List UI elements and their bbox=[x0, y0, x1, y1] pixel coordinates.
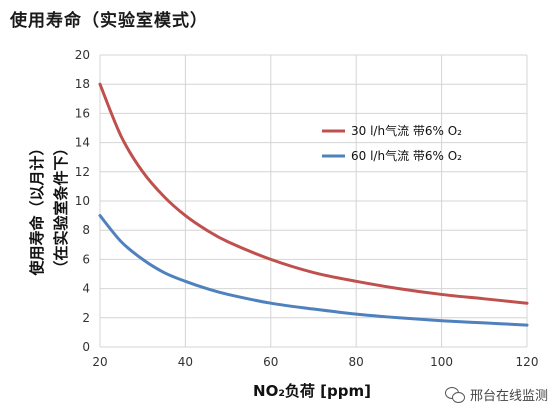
series-layer bbox=[98, 82, 529, 327]
series-line-1 bbox=[98, 82, 529, 305]
legend-label-1: 30 l/h气流 带6% O₂ bbox=[351, 123, 462, 138]
y-tick-label: 20 bbox=[75, 48, 90, 62]
x-tick-label: 100 bbox=[430, 355, 453, 369]
legend: 30 l/h气流 带6% O₂ 60 l/h气流 带6% O₂ bbox=[322, 123, 462, 163]
y-tick-label: 2 bbox=[82, 311, 90, 325]
y-tick-label: 10 bbox=[75, 194, 90, 208]
page-title: 使用寿命（实验室模式） bbox=[10, 11, 208, 31]
series-line-2 bbox=[98, 214, 529, 327]
y-tick-label: 14 bbox=[75, 136, 90, 150]
tick-labels: 0 2 4 6 8 10 12 14 16 18 20 20 40 60 80 100 120 bbox=[75, 48, 539, 369]
x-tick-label: 60 bbox=[263, 355, 278, 369]
x-tick-label: 120 bbox=[516, 355, 539, 369]
y-tick-label: 6 bbox=[82, 252, 90, 266]
grid-layer bbox=[99, 54, 528, 348]
y-tick-label: 8 bbox=[82, 223, 90, 237]
legend-label-2: 60 l/h气流 带6% O₂ bbox=[351, 148, 462, 163]
watermark-text: 邢台在线监测 bbox=[469, 389, 548, 404]
wechat-icon bbox=[444, 386, 465, 403]
y-tick-label: 4 bbox=[82, 282, 90, 296]
x-tick-label: 80 bbox=[349, 355, 364, 369]
y-tick-label: 0 bbox=[82, 340, 90, 354]
x-tick-label: 40 bbox=[178, 355, 193, 369]
watermark: 邢台在线监测 bbox=[444, 385, 548, 404]
y-axis-subtitle: （在实验室条件下） bbox=[52, 140, 70, 275]
y-tick-label: 16 bbox=[75, 106, 90, 120]
y-tick-label: 12 bbox=[75, 165, 90, 179]
x-tick-label: 20 bbox=[92, 355, 107, 369]
y-axis-title: 使用寿命（以月计） bbox=[28, 140, 46, 276]
x-axis-title: NO₂负荷 [ppm] bbox=[253, 382, 371, 400]
y-tick-label: 18 bbox=[75, 77, 90, 91]
